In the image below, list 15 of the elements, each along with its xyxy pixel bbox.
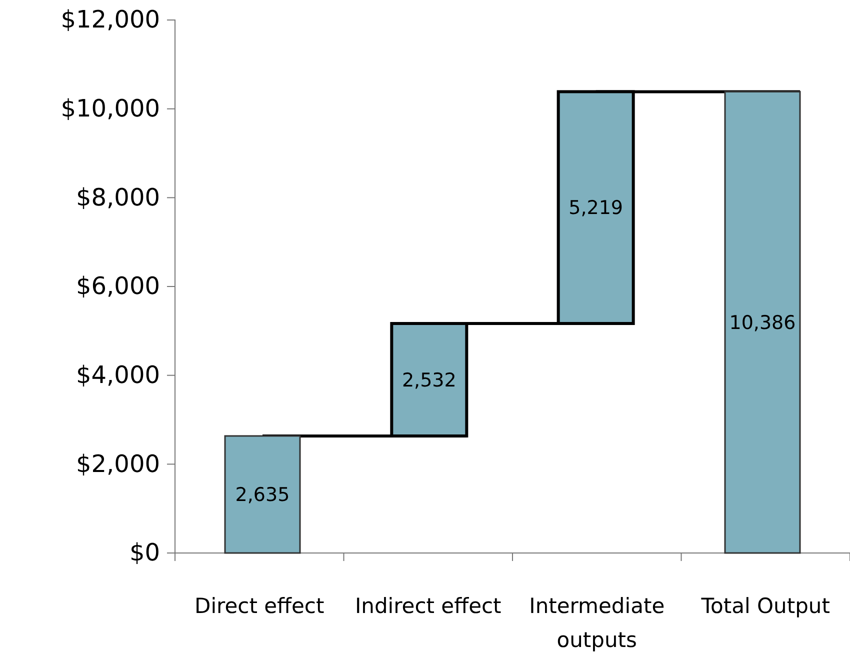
x-tick-label: Total Output [700,594,830,618]
data-label: 10,386 [729,312,796,334]
data-label: 2,532 [402,369,456,392]
data-label: 5,219 [568,197,624,220]
y-tick-label: $2,000 [76,450,160,478]
y-tick-label: $10,000 [60,94,160,123]
x-tick-label: Indirect effect [354,594,502,618]
x-tick-label: Intermediate outputs [529,594,665,652]
y-tick-label: $4,000 [76,361,160,390]
y-tick-label: $8,000 [76,183,160,212]
y-tick-label: $6,000 [76,272,160,300]
x-tick-label: Direct effect [194,594,324,618]
y-tick-label: $0 [129,538,160,567]
y-tick-label: $12,000 [60,6,160,34]
data-label: 2,635 [235,484,290,506]
